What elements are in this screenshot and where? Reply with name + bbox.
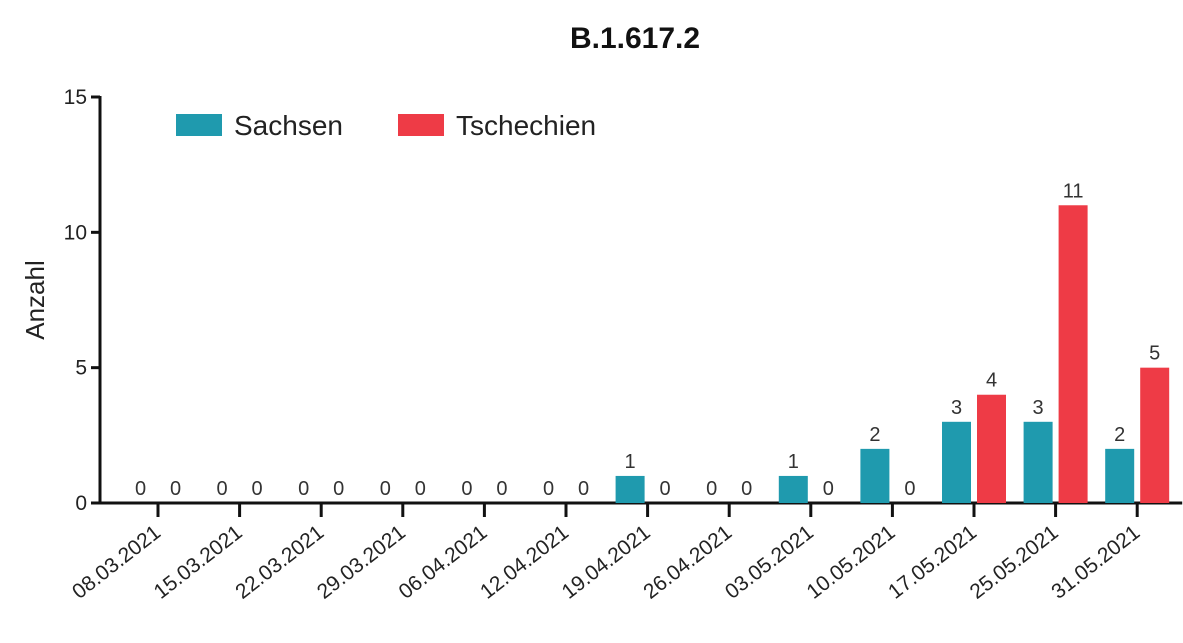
- data-label-sachsen-4: 0: [461, 478, 472, 500]
- y-axis-label: Anzahl: [20, 260, 50, 340]
- bar-tschechien-10: [977, 394, 1006, 503]
- data-label-tschechien-11: 11: [1063, 180, 1084, 202]
- data-label-sachsen-5: 0: [543, 478, 554, 500]
- y-tick-label: 0: [75, 492, 87, 515]
- data-label-tschechien-3: 0: [415, 478, 426, 500]
- x-tick-label: 17.05.2021: [884, 521, 981, 604]
- bar-tschechien-11: [1058, 205, 1088, 503]
- data-label-tschechien-10: 4: [986, 370, 997, 392]
- data-label-sachsen-9: 2: [869, 424, 880, 446]
- y-tick-label: 15: [64, 86, 87, 109]
- data-labels: 0 0 0 0 0 0 0 0 0 0 0 0 1 0 0 0 1 0 2 0 3 4 3 11 2 5: [135, 180, 1160, 500]
- data-label-sachsen-12: 2: [1114, 424, 1125, 446]
- data-label-sachsen-10: 3: [951, 397, 962, 419]
- data-label-sachsen-11: 3: [1033, 397, 1044, 419]
- data-label-sachsen-1: 0: [217, 478, 228, 500]
- bar-sachsen-8: [778, 475, 808, 503]
- legend: Sachsen Tschechien: [176, 110, 596, 141]
- data-label-sachsen-3: 0: [380, 478, 391, 500]
- x-tick-label: 26.04.2021: [639, 521, 736, 604]
- x-tick-label: 22.03.2021: [231, 521, 328, 604]
- data-label-sachsen-2: 0: [298, 478, 309, 500]
- data-label-sachsen-7: 0: [706, 478, 717, 500]
- bar-sachsen-10: [942, 421, 971, 503]
- x-tick-label: 31.05.2021: [1047, 521, 1144, 604]
- data-label-tschechien-7: 0: [741, 478, 752, 500]
- bars: [615, 205, 1170, 503]
- data-label-tschechien-0: 0: [170, 478, 181, 500]
- x-tick-label: 10.05.2021: [802, 521, 899, 604]
- data-label-tschechien-12: 5: [1149, 343, 1160, 365]
- x-tick-label: 19.04.2021: [558, 521, 655, 604]
- x-tick-label: 29.03.2021: [313, 521, 410, 604]
- bar-tschechien-12: [1140, 367, 1170, 503]
- data-label-sachsen-6: 1: [625, 451, 636, 473]
- axes: 05101508.03.202115.03.202122.03.202129.0…: [64, 86, 1183, 604]
- bar-sachsen-11: [1023, 421, 1053, 503]
- data-label-sachsen-8: 1: [788, 451, 799, 473]
- x-tick-label: 08.03.2021: [68, 521, 165, 604]
- data-label-tschechien-1: 0: [252, 478, 263, 500]
- x-tick-label: 06.04.2021: [394, 521, 491, 604]
- x-tick-label: 12.04.2021: [476, 521, 573, 604]
- legend-swatch-sachsen: [176, 114, 222, 136]
- y-tick-label: 10: [64, 221, 87, 244]
- legend-label-sachsen: Sachsen: [234, 110, 343, 141]
- data-label-tschechien-6: 0: [660, 478, 671, 500]
- data-label-tschechien-8: 0: [823, 478, 834, 500]
- x-tick-label: 25.05.2021: [966, 521, 1063, 604]
- bar-sachsen-12: [1105, 448, 1135, 503]
- legend-swatch-tschechien: [398, 114, 444, 136]
- legend-label-tschechien: Tschechien: [456, 110, 596, 141]
- data-label-tschechien-2: 0: [333, 478, 344, 500]
- data-label-tschechien-9: 0: [904, 478, 915, 500]
- data-label-tschechien-5: 0: [578, 478, 589, 500]
- x-tick-label: 15.03.2021: [150, 521, 247, 604]
- y-tick-label: 5: [75, 357, 87, 380]
- bar-sachsen-9: [860, 448, 890, 503]
- data-label-tschechien-4: 0: [496, 478, 507, 500]
- x-tick-label: 03.05.2021: [721, 521, 818, 604]
- data-label-sachsen-0: 0: [135, 478, 146, 500]
- bar-sachsen-6: [615, 475, 645, 503]
- chart-title: B.1.617.2: [570, 22, 700, 55]
